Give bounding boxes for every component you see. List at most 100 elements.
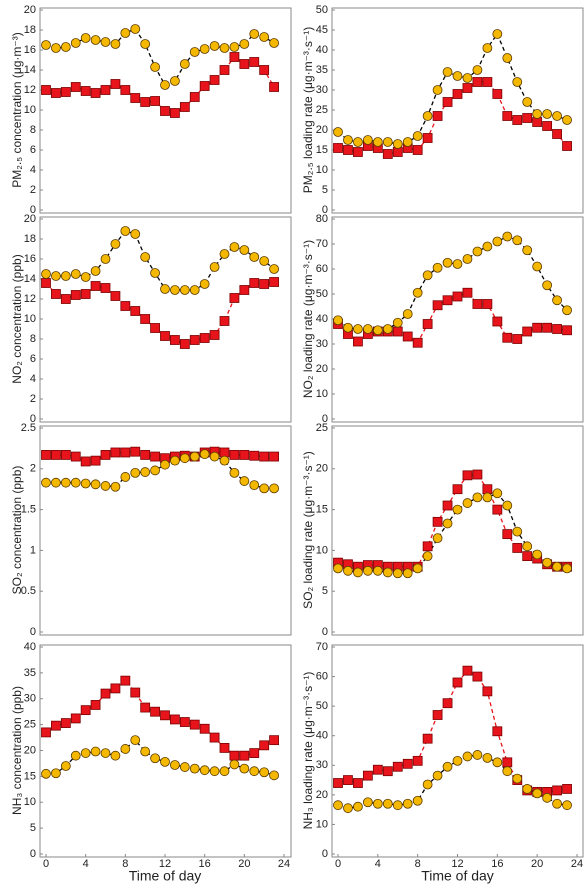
marker xyxy=(179,762,190,772)
marker xyxy=(552,561,562,572)
marker xyxy=(189,763,200,774)
y-tick-label: 14 xyxy=(24,64,36,76)
marker xyxy=(382,567,393,578)
marker xyxy=(522,113,533,123)
y-tick-label: 40 xyxy=(316,313,328,325)
marker xyxy=(552,798,562,809)
marker xyxy=(512,235,523,246)
panel: 0 10 20 30 40 50 60 70 80 NO₂ loading rate (μg·m⁻… xyxy=(301,213,584,425)
marker xyxy=(209,330,220,340)
marker xyxy=(462,751,473,762)
marker xyxy=(100,688,111,699)
marker xyxy=(269,264,279,274)
marker xyxy=(422,551,433,562)
marker xyxy=(51,271,61,281)
marker xyxy=(120,301,131,311)
marker xyxy=(41,450,51,460)
marker xyxy=(422,779,433,790)
marker xyxy=(333,778,343,788)
marker xyxy=(562,325,572,336)
y-tick-label: 10 xyxy=(316,388,328,400)
marker xyxy=(41,768,51,779)
marker xyxy=(502,111,513,121)
marker xyxy=(229,467,240,478)
marker xyxy=(60,42,71,52)
marker xyxy=(150,96,160,106)
y-tick-label: 1 xyxy=(30,544,36,556)
marker xyxy=(239,750,250,761)
marker xyxy=(343,322,353,333)
marker xyxy=(51,43,61,53)
marker xyxy=(452,677,463,688)
marker xyxy=(432,262,443,273)
marker xyxy=(412,287,423,298)
y-tick-label: 12 xyxy=(24,84,36,96)
y-tick-label: 25 xyxy=(24,719,36,731)
y-tick-label: 0.5 xyxy=(21,585,36,597)
y-tick-label: 5 xyxy=(30,822,36,834)
marker xyxy=(259,451,270,462)
marker xyxy=(532,549,543,560)
marker xyxy=(372,798,383,809)
panel-frame xyxy=(331,216,584,423)
marker xyxy=(452,89,463,99)
series-line xyxy=(45,28,275,86)
marker xyxy=(90,35,101,45)
panel-frame xyxy=(39,425,292,636)
marker xyxy=(209,262,220,272)
marker xyxy=(90,746,101,757)
y-tick-label: 80 xyxy=(316,213,328,225)
marker xyxy=(249,29,260,39)
marker xyxy=(442,698,453,709)
marker xyxy=(160,459,170,470)
marker xyxy=(259,65,270,75)
marker xyxy=(239,763,250,774)
marker xyxy=(333,143,343,153)
marker xyxy=(472,469,483,480)
series-line xyxy=(337,81,568,155)
marker xyxy=(502,766,513,777)
marker xyxy=(442,257,453,268)
marker xyxy=(562,141,572,151)
y-tick-label: 20 xyxy=(316,463,328,475)
marker xyxy=(90,281,101,291)
marker xyxy=(542,792,553,803)
y-tick-label: 8 xyxy=(30,333,36,345)
marker xyxy=(372,565,383,576)
marker xyxy=(562,115,572,125)
y-tick-label: 18 xyxy=(24,233,36,245)
marker xyxy=(150,323,160,333)
marker xyxy=(402,758,413,769)
marker xyxy=(492,236,503,247)
marker xyxy=(482,241,493,252)
y-tick-label: 40 xyxy=(316,730,328,742)
marker xyxy=(170,285,180,295)
y-tick-label: 10 xyxy=(24,104,36,116)
series-line xyxy=(45,230,275,291)
marker xyxy=(209,732,220,743)
marker xyxy=(219,316,230,326)
marker xyxy=(442,295,453,306)
y-tick-label: 10 xyxy=(24,313,36,325)
y-tick-label: 6 xyxy=(30,353,36,365)
marker xyxy=(239,450,250,460)
marker xyxy=(160,710,170,721)
marker xyxy=(209,766,220,777)
marker xyxy=(412,131,423,141)
marker xyxy=(100,283,111,293)
marker xyxy=(422,319,433,329)
marker xyxy=(41,40,51,50)
marker xyxy=(110,683,121,694)
marker xyxy=(110,79,121,89)
marker xyxy=(392,139,403,149)
y-tick-label: 5 xyxy=(322,184,328,196)
marker xyxy=(160,80,170,90)
marker xyxy=(482,77,493,87)
y-tick-label: 16 xyxy=(24,44,36,56)
y-axis-title: PM₂.₅ loading rate (μg·m⁻³·s⁻¹) xyxy=(301,27,315,193)
marker xyxy=(80,748,91,758)
marker xyxy=(382,324,393,334)
marker xyxy=(522,326,533,337)
y-tick-label: 70 xyxy=(316,641,328,653)
